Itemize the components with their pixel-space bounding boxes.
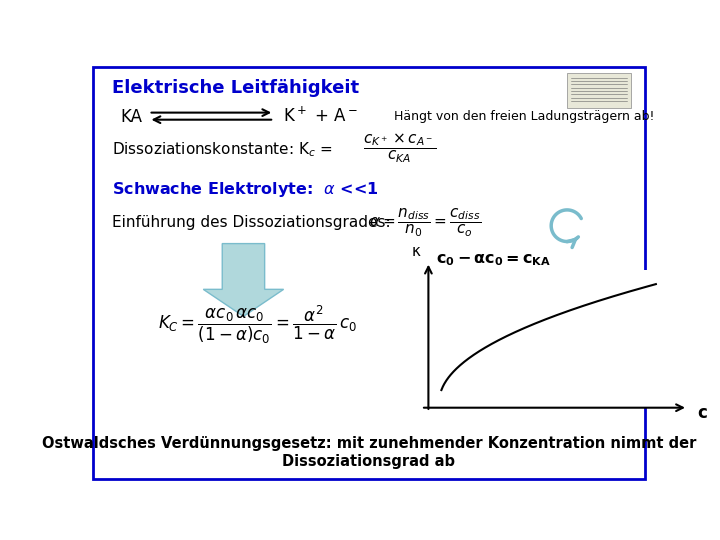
Text: $\alpha = \dfrac{n_{diss}}{n_0} = \dfrac{c_{diss}}{c_o}$: $\alpha = \dfrac{n_{diss}}{n_0} = \dfrac… bbox=[369, 207, 481, 239]
Text: Dissoziationsgrad ab: Dissoziationsgrad ab bbox=[282, 454, 456, 469]
Text: K$^+$ + A$^-$: K$^+$ + A$^-$ bbox=[282, 107, 357, 126]
Text: Elektrische Leitfähigkeit: Elektrische Leitfähigkeit bbox=[112, 79, 359, 97]
Text: Ostwaldsches Verdünnungsgesetz: mit zunehmender Konzentration nimmt der: Ostwaldsches Verdünnungsgesetz: mit zune… bbox=[42, 436, 696, 451]
Text: $\dfrac{c_{K^+} \times c_{A^-}}{c_{KA}}$: $\dfrac{c_{K^+} \times c_{A^-}}{c_{KA}}$ bbox=[364, 131, 437, 165]
Text: c: c bbox=[698, 404, 708, 422]
FancyBboxPatch shape bbox=[567, 73, 631, 109]
Polygon shape bbox=[203, 244, 284, 316]
Text: Dissoziationskonstante: K$_c$ =: Dissoziationskonstante: K$_c$ = bbox=[112, 141, 333, 159]
Text: $\mathbf{c_0 - \alpha c_0 = c_{KA}}$: $\mathbf{c_0 - \alpha c_0 = c_{KA}}$ bbox=[436, 252, 551, 268]
Text: Schwache Elektrolyte:  $\alpha$ <<1: Schwache Elektrolyte: $\alpha$ <<1 bbox=[112, 180, 379, 199]
Text: $K_C = \dfrac{\alpha c_0\,\alpha c_0}{(1-\alpha)c_0} = \dfrac{\alpha^2}{1-\alpha: $K_C = \dfrac{\alpha c_0\,\alpha c_0}{(1… bbox=[158, 303, 357, 346]
Text: κ: κ bbox=[412, 244, 420, 259]
Text: Hängt von den freien Ladungsträgern ab!: Hängt von den freien Ladungsträgern ab! bbox=[394, 110, 654, 123]
Text: Einführung des Dissoziationsgrades:: Einführung des Dissoziationsgrades: bbox=[112, 215, 391, 230]
Text: KA: KA bbox=[121, 108, 143, 126]
